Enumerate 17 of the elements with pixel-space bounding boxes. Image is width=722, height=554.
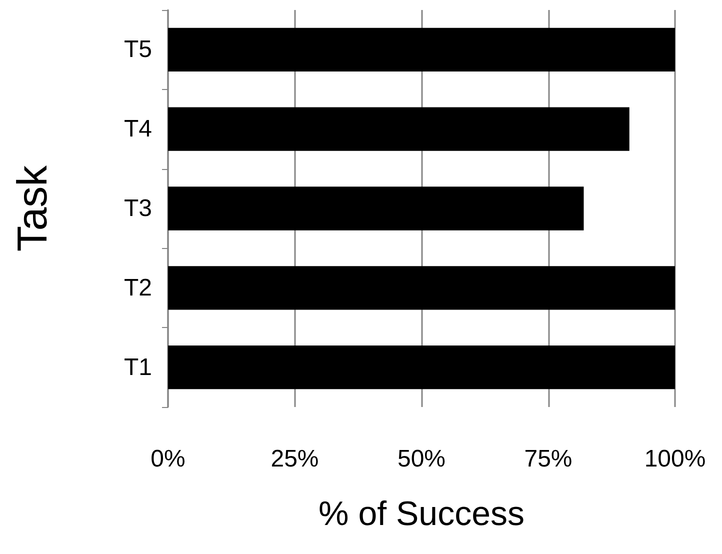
bar — [168, 266, 675, 310]
bar — [168, 107, 630, 151]
y-axis-title: Task — [8, 164, 56, 252]
y-tick-label: T2 — [124, 274, 152, 302]
bar — [168, 345, 675, 390]
x-axis-title: % of Success — [318, 495, 524, 533]
bar — [168, 186, 584, 230]
x-tick-label: 50% — [397, 446, 446, 472]
x-tick-label: 100% — [644, 446, 706, 472]
y-tick-label: T1 — [124, 354, 152, 381]
x-tick-label: 0% — [150, 446, 186, 472]
x-tick-label: 25% — [270, 446, 319, 472]
x-tick-label: 75% — [524, 446, 572, 472]
bar — [168, 28, 675, 72]
y-tick-label: T4 — [124, 116, 152, 143]
y-tick-label: T3 — [124, 195, 152, 222]
y-tick-label: T5 — [124, 36, 152, 64]
